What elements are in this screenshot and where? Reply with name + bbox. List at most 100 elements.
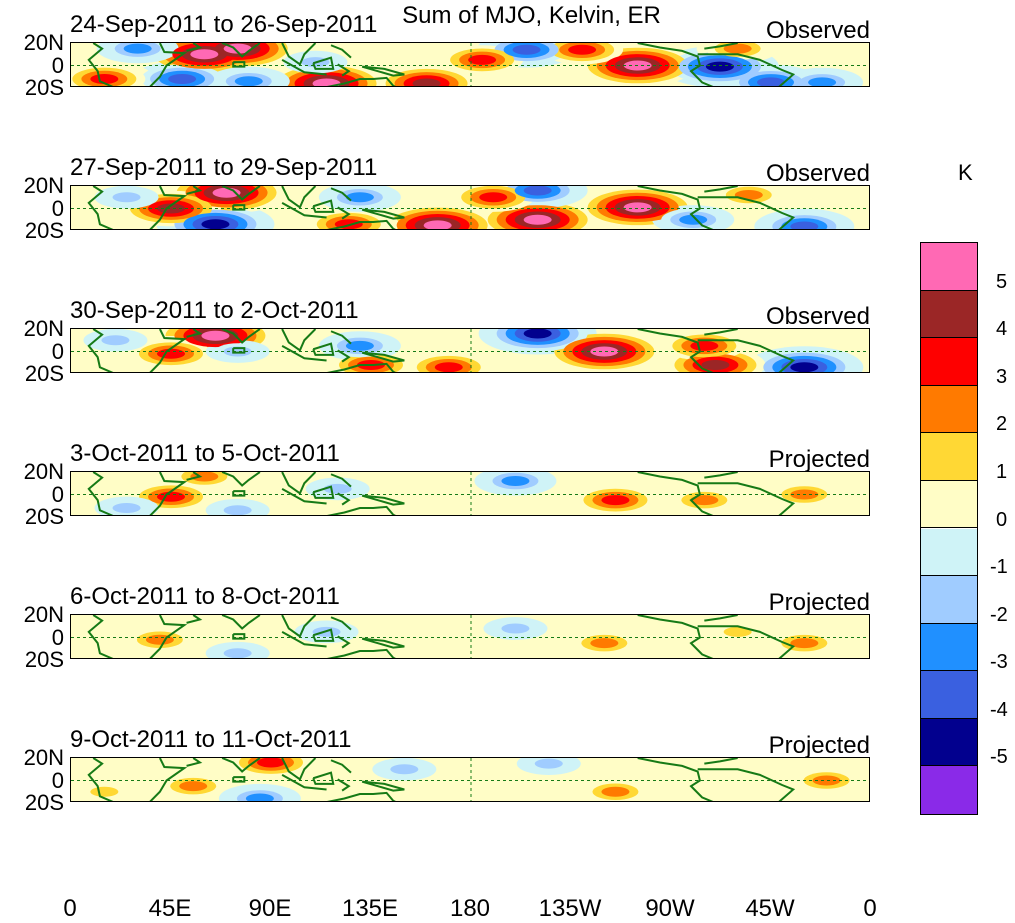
colorbar-bin [921, 718, 977, 767]
anomaly-contour [568, 44, 597, 55]
coastline [326, 362, 396, 372]
anomaly-contour [90, 74, 119, 84]
coastline [704, 43, 738, 50]
coastline [232, 490, 246, 497]
anomaly-contour [201, 219, 230, 229]
latitude-tick-label: 0 [51, 195, 64, 221]
anomaly-contour [423, 220, 452, 229]
coastline [326, 505, 396, 515]
coastline [281, 488, 327, 505]
map-panel: 6-Oct-2011 to 8-Oct-2011 Projected 20N 0 20S [0, 584, 900, 734]
anomaly-contour [434, 362, 463, 372]
longitude-tick-label: 0 [63, 895, 77, 922]
coastline [281, 59, 327, 76]
latitude-tick-label: 0 [51, 52, 64, 78]
coastline [697, 339, 796, 372]
longitude-tick-label: 135E [341, 895, 399, 922]
coastline [312, 56, 335, 70]
colorbar-bin [921, 290, 977, 339]
anomaly-map [71, 329, 869, 372]
coastline [186, 758, 203, 767]
coastline [330, 330, 352, 345]
colorbar-units: K [958, 160, 973, 185]
coastline [697, 196, 796, 229]
coastline [281, 345, 327, 362]
anomaly-contour [705, 61, 734, 72]
longitude-tick-label: 135W [538, 895, 602, 922]
anomaly-contour [123, 43, 152, 54]
colorbar-tick-label: -4 [990, 698, 1008, 721]
coastline [281, 472, 317, 495]
colorbar-bin [921, 433, 977, 481]
colorbar-tick-label: -2 [990, 603, 1008, 626]
anomaly-contour [468, 54, 497, 65]
anomaly-contour [245, 793, 274, 801]
anomaly-contour [157, 491, 185, 502]
coastline [337, 349, 351, 363]
panel-kind-label: Projected [768, 589, 870, 616]
anomaly-contour [223, 505, 252, 515]
anomaly-contour [590, 638, 619, 649]
anomaly-contour [345, 192, 374, 203]
coastline [312, 342, 335, 356]
coastline [637, 43, 714, 86]
anomaly-contour [523, 214, 552, 225]
colorbar-tick-label: 5 [996, 270, 1008, 293]
anomaly-contour [790, 221, 819, 229]
coastline [149, 43, 188, 86]
anomaly-contour [757, 77, 785, 86]
coastline [232, 347, 246, 354]
panel-kind-label: Projected [768, 446, 870, 473]
coastline [337, 635, 351, 649]
coastline [637, 615, 714, 658]
colorbar-tick-label: 1 [996, 460, 1008, 483]
anomaly-contour [190, 49, 219, 60]
anomaly-contour [323, 483, 352, 494]
anomaly-contour [690, 495, 719, 506]
latitude-tick-label: 20S [24, 218, 64, 243]
colorbar-tick-label: 4 [996, 318, 1008, 341]
coastline [337, 206, 351, 220]
anomaly-contour [790, 362, 819, 372]
coastline [312, 771, 335, 785]
anomaly-contour [623, 202, 652, 213]
latitude-tick-label: 0 [51, 767, 64, 793]
anomaly-contour [112, 192, 141, 203]
coastline [337, 778, 351, 792]
coastline [330, 44, 352, 59]
panel-date-range: 3-Oct-2011 to 5-Oct-2011 [70, 440, 340, 467]
coastline [281, 758, 317, 781]
latitude-tick-label: 20N [23, 173, 64, 198]
colorbar-bin [921, 385, 977, 434]
coastline [232, 776, 246, 783]
coastline [186, 186, 203, 195]
coastline [637, 186, 714, 229]
colorbar-tick-label: 2 [996, 413, 1008, 436]
latitude-tick-label: 0 [51, 624, 64, 650]
anomaly-contour [412, 78, 441, 86]
coastline [221, 615, 261, 630]
coastline [281, 186, 317, 209]
colorbar-bin [921, 766, 977, 814]
longitude-tick-label: 45W [745, 895, 795, 922]
anomaly-contour [257, 758, 285, 768]
coastline [330, 187, 352, 202]
coastline [281, 43, 317, 66]
latitude-tick-label: 0 [51, 338, 64, 364]
anomaly-contour [201, 330, 230, 341]
colorbar-bin [921, 243, 977, 291]
panel-kind-label: Observed [765, 160, 870, 187]
coastline [281, 631, 327, 648]
coastline [149, 758, 188, 801]
coastline [87, 329, 114, 372]
coastline [281, 202, 327, 219]
coastline [149, 615, 188, 658]
panel-date-range: 24-Sep-2011 to 26-Sep-2011 [70, 11, 378, 38]
latitude-tick-label: 20N [23, 745, 64, 770]
map-panel: 27-Sep-2011 to 29-Sep-2011 Observed 20N 0 20… [0, 155, 900, 305]
anomaly-contour [808, 77, 837, 86]
coastline [361, 351, 405, 363]
coastline [186, 472, 203, 481]
coastline [361, 494, 405, 506]
coastline [361, 780, 405, 792]
